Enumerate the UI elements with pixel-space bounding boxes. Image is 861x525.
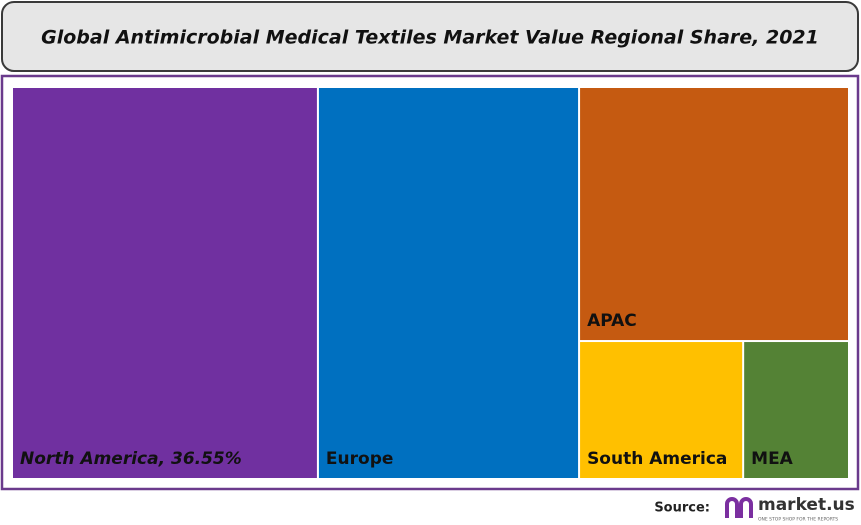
category-label: MEA (751, 449, 794, 469)
tile (318, 88, 579, 478)
tile (744, 342, 848, 478)
category-label: North America (20, 449, 159, 469)
tile-label: North America, 36.55% (20, 449, 242, 469)
title-box (1, 1, 859, 72)
logo-text: market.us (758, 495, 855, 515)
tile (580, 342, 743, 478)
tile (13, 88, 317, 478)
treemap: North America, 36.55% Europe APAC South Ame… (13, 88, 848, 478)
category-label: APAC (587, 311, 637, 331)
category-label: South America (587, 449, 727, 469)
tile-label: APAC (587, 311, 637, 331)
tile-label: South America (587, 449, 727, 469)
chart-title: Global Antimicrobial Medical Textiles Ma… (41, 27, 819, 49)
logo: market.us ONE STOP SHOP FOR THE REPORTS (725, 495, 855, 523)
logo-icon (725, 497, 753, 518)
value-label: , 36.55% (158, 449, 242, 469)
tile-label: MEA (751, 449, 794, 469)
logo-tagline: ONE STOP SHOP FOR THE REPORTS (758, 517, 838, 523)
tile (580, 88, 848, 341)
tile-label: Europe (326, 449, 393, 469)
source-label: Source: (654, 501, 710, 516)
category-label: Europe (326, 449, 393, 469)
